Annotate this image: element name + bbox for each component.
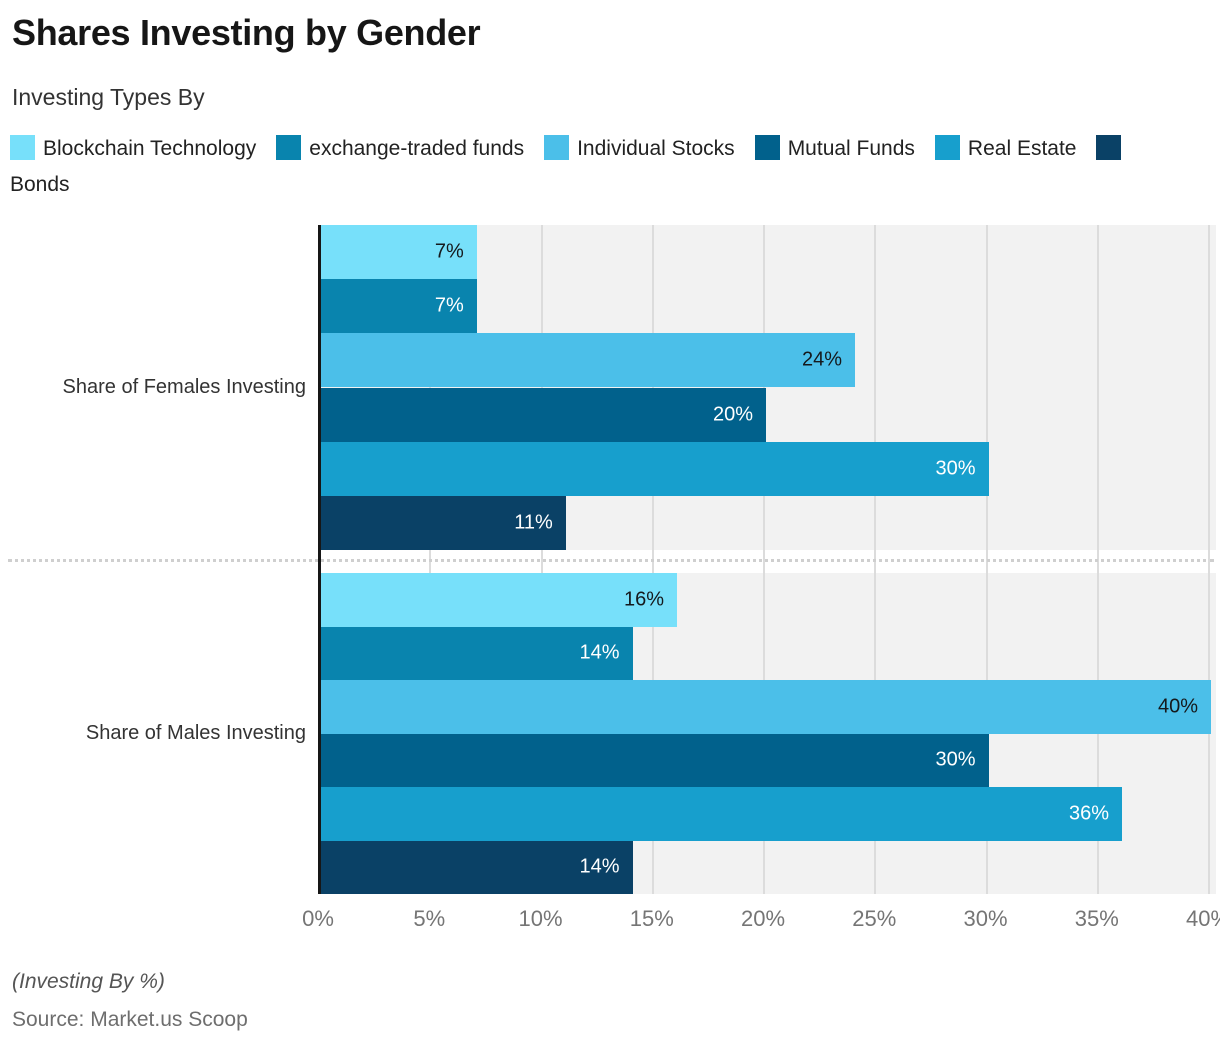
group-divider <box>8 559 1214 562</box>
bar-share-of-males-investing-individual-stocks[interactable]: 40% <box>321 680 1211 734</box>
bar-share-of-females-investing-individual-stocks[interactable]: 24% <box>321 333 855 388</box>
legend-swatch-blockchain-technology-icon <box>10 135 35 160</box>
legend-item-blockchain-technology[interactable]: Blockchain Technology <box>10 135 257 160</box>
x-tick-label-10%: 10% <box>518 906 563 931</box>
chart-title: Shares Investing by Gender <box>12 12 481 53</box>
bar-share-of-females-investing-exchange-traded-funds[interactable]: 7% <box>321 279 477 334</box>
legend: Blockchain Technology exchange-traded fun… <box>10 131 1140 203</box>
x-tick-label-20%: 20% <box>740 906 786 931</box>
bar-value-label: 16% <box>623 588 664 611</box>
x-tick-label-35%: 35% <box>1074 906 1119 931</box>
legend-item-exchange-traded-funds[interactable]: exchange-traded funds <box>276 135 525 160</box>
bar-value-label: 36% <box>1068 802 1109 825</box>
category-label-share-of-females-investing: Share of Females Investing <box>62 375 306 398</box>
x-tick-label-30%: 30% <box>963 906 1008 931</box>
bar-value-label: 7% <box>434 240 464 263</box>
legend-swatch-mutual-funds-icon <box>754 135 780 160</box>
bar-value-label: 30% <box>935 457 976 480</box>
category-label-share-of-males-investing: Share of Males Investing <box>85 721 306 744</box>
axis-note: (Investing By %) <box>12 970 165 993</box>
legend-item-label: Real Estate <box>967 137 1077 160</box>
legend-swatch-exchange-traded-funds-icon <box>276 135 302 160</box>
bar-value-label: 11% <box>514 511 553 534</box>
bar-share-of-males-investing-real-estate[interactable]: 36% <box>321 787 1122 841</box>
bar-share-of-males-investing-exchange-traded-funds[interactable]: 14% <box>321 626 633 680</box>
bar-value-label: 40% <box>1157 695 1198 718</box>
legend-item-bonds[interactable]: Bonds <box>10 135 1129 196</box>
bar-value-label: 7% <box>434 294 464 317</box>
legend-item-label: Individual Stocks <box>577 137 735 160</box>
bar-share-of-males-investing-bonds[interactable]: 14% <box>321 840 633 894</box>
bar-share-of-females-investing-blockchain-technology[interactable]: 7% <box>321 225 477 280</box>
legend-swatch-real-estate-icon <box>934 135 960 160</box>
chart-subtitle: Investing Types By <box>12 84 205 110</box>
x-tick-label-5%: 5% <box>413 906 446 931</box>
bar-value-label: 14% <box>579 855 620 878</box>
bar-share-of-males-investing-mutual-funds[interactable]: 30% <box>321 733 989 787</box>
legend-swatch-bonds-icon <box>1096 135 1122 160</box>
legend-item-label: Bonds <box>10 173 70 196</box>
bar-share-of-males-investing-blockchain-technology[interactable]: 16% <box>321 573 677 627</box>
legend-item-label: Mutual Funds <box>787 137 915 160</box>
x-tick-label-15%: 15% <box>629 906 674 931</box>
legend-item-individual-stocks[interactable]: Individual Stocks <box>544 135 735 160</box>
legend-item-mutual-funds[interactable]: Mutual Funds <box>754 135 915 160</box>
legend-item-label: Blockchain Technology <box>43 137 257 160</box>
bar-value-label: 30% <box>935 748 976 771</box>
bar-value-label: 20% <box>712 403 753 426</box>
bar-value-label: 24% <box>801 348 842 371</box>
bar-value-label: 14% <box>579 641 620 664</box>
bar-share-of-females-investing-mutual-funds[interactable]: 20% <box>321 387 766 442</box>
bar-share-of-females-investing-real-estate[interactable]: 30% <box>321 441 989 496</box>
legend-swatch-individual-stocks-icon <box>544 135 570 160</box>
legend-item-label: exchange-traded funds <box>309 137 525 160</box>
legend-item-real-estate[interactable]: Real Estate <box>934 135 1077 160</box>
bar-share-of-females-investing-bonds[interactable]: 11% <box>321 495 566 550</box>
source-text: Source: Market.us Scoop <box>12 1008 248 1031</box>
x-tick-label-0%: 0% <box>302 906 334 931</box>
x-tick-label-25%: 25% <box>852 906 897 931</box>
x-tick-label-40%: 40% <box>1185 906 1220 931</box>
